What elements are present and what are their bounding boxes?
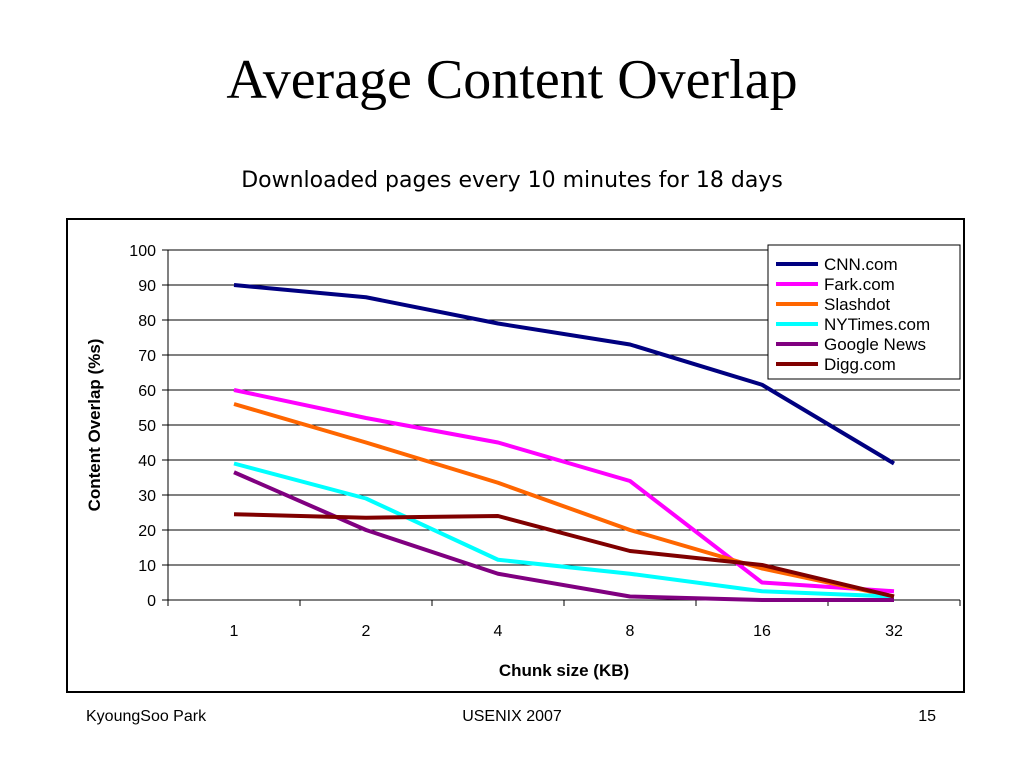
y-tick-label: 10 bbox=[138, 558, 156, 575]
y-tick-label: 90 bbox=[138, 278, 156, 295]
chart-frame: 0 10 20 30 40 50 60 70 80 90 100 1 2 4 8 16 32 Chunk size… bbox=[66, 218, 965, 693]
line-chart: 0 10 20 30 40 50 60 70 80 90 100 1 2 4 8 16 32 Chunk size… bbox=[85, 243, 961, 680]
legend-label: Fark.com bbox=[824, 275, 895, 294]
chart-subtitle: Downloaded pages every 10 minutes for 18… bbox=[241, 168, 783, 193]
legend-label: CNN.com bbox=[824, 255, 898, 274]
x-tick-label: 16 bbox=[753, 623, 771, 640]
y-tick-label: 0 bbox=[147, 593, 156, 610]
footer-page-number: 15 bbox=[918, 708, 936, 725]
x-tick-label: 1 bbox=[230, 623, 239, 640]
series-line-cnn-com bbox=[233, 283, 896, 466]
series-line-nytimes-com bbox=[233, 461, 895, 599]
y-tick-label: 100 bbox=[129, 243, 156, 260]
y-tick-label: 40 bbox=[138, 453, 156, 470]
y-tick-label: 20 bbox=[138, 523, 156, 540]
series-line-google-news bbox=[233, 470, 894, 602]
series-line-slashdot bbox=[233, 402, 895, 599]
x-tick-label: 4 bbox=[494, 623, 503, 640]
y-tick-label: 50 bbox=[138, 418, 156, 435]
legend-label: Slashdot bbox=[824, 295, 890, 314]
y-axis-title: Content Overlap (%s) bbox=[85, 339, 104, 512]
x-axis-title: Chunk size (KB) bbox=[499, 661, 629, 680]
slide-title: Average Content Overlap bbox=[226, 49, 798, 111]
footer-venue: USENIX 2007 bbox=[462, 708, 562, 725]
y-tick-label: 30 bbox=[138, 488, 156, 505]
legend-label: Google News bbox=[824, 335, 926, 354]
series-line-fark-com bbox=[233, 388, 895, 594]
y-tick-label: 60 bbox=[138, 383, 156, 400]
x-tick-label: 8 bbox=[626, 623, 635, 640]
legend-label: NYTimes.com bbox=[824, 315, 930, 334]
y-tick-label: 70 bbox=[138, 348, 156, 365]
x-tick-label: 2 bbox=[362, 623, 371, 640]
series-line-digg-com bbox=[233, 512, 895, 599]
legend-box bbox=[767, 244, 961, 380]
legend-label: Digg.com bbox=[824, 355, 896, 374]
footer-author: KyoungSoo Park bbox=[86, 708, 207, 725]
x-tick-label: 32 bbox=[885, 623, 903, 640]
y-tick-label: 80 bbox=[138, 313, 156, 330]
